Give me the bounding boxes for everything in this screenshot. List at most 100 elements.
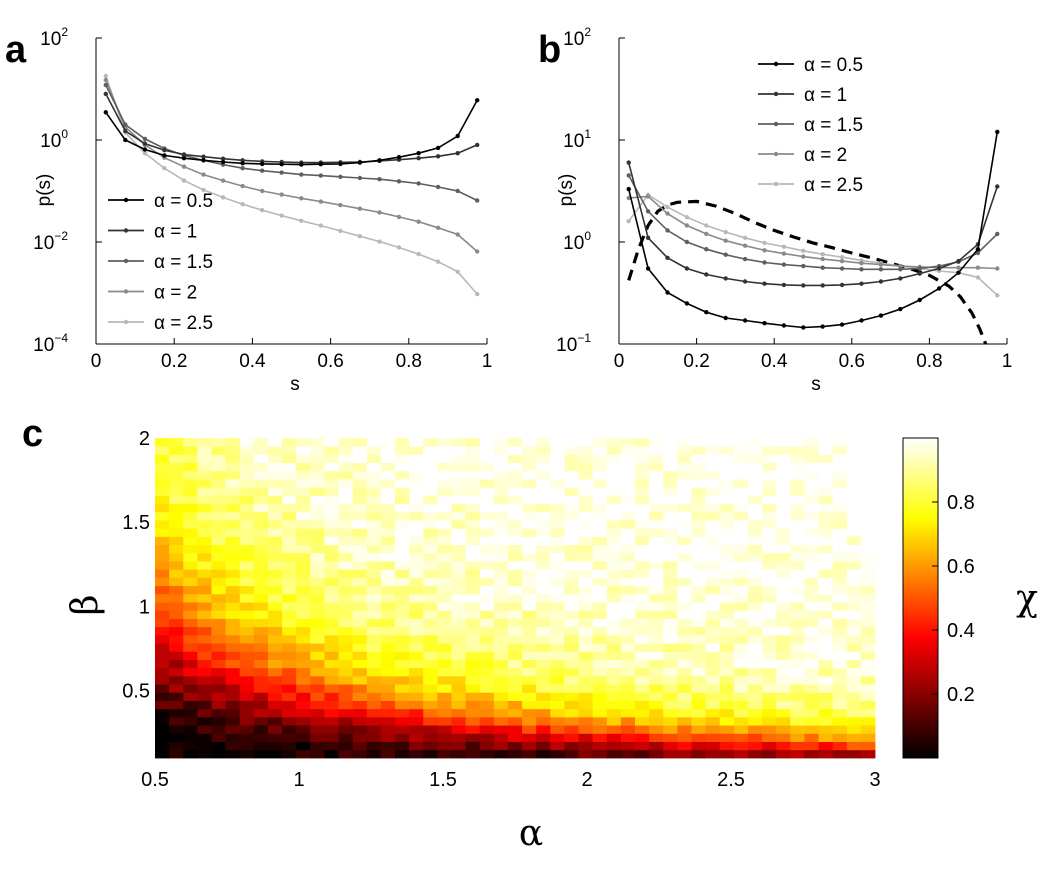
heatmap-cell [366, 520, 382, 529]
heatmap-cell [465, 503, 481, 513]
heatmap-cell [536, 675, 551, 685]
heatmap-cell [606, 446, 622, 455]
panel-b-data-point [762, 248, 767, 253]
panel-b-data-point [956, 258, 961, 264]
heatmap-cell [169, 749, 184, 759]
heatmap-cell [846, 708, 862, 718]
heatmap-cell [804, 667, 819, 677]
heatmap-cell [790, 692, 805, 701]
heatmap-cell [818, 561, 834, 570]
panel-b-series-1 [626, 129, 1000, 330]
heatmap-cell [239, 733, 255, 742]
heatmap-cell [352, 708, 368, 718]
heatmap-cell [437, 749, 452, 759]
panel-b-xlabel: s [811, 374, 821, 395]
heatmap-cell [592, 479, 608, 488]
heatmap-cell [790, 552, 805, 562]
heatmap-cell [818, 610, 834, 619]
heatmap-cell [282, 716, 297, 726]
panel-c-x-tick-label: 1 [293, 769, 304, 791]
heatmap-cell [832, 733, 848, 742]
heatmap-cell [155, 708, 170, 718]
panel-b-data-point [839, 258, 845, 264]
heatmap-cell [606, 700, 622, 710]
heatmap-cell [860, 552, 876, 562]
panel-b-data-point [781, 262, 787, 267]
heatmap-cell [776, 470, 791, 480]
heatmap-cell [451, 708, 466, 718]
heatmap-cell [564, 487, 579, 496]
heatmap-cell [267, 725, 283, 734]
heatmap-cell [451, 585, 466, 595]
heatmap-cell [762, 700, 777, 710]
heatmap-cell [225, 487, 241, 496]
heatmap-cell [832, 520, 848, 529]
heatmap-cell [409, 716, 424, 726]
heatmap-cell [225, 749, 241, 759]
heatmap-cell [719, 692, 735, 701]
heatmap-cell [338, 446, 354, 455]
heatmap-cell [310, 446, 325, 455]
heatmap-cell [635, 561, 650, 570]
heatmap-cell [762, 708, 777, 718]
heatmap-cell [465, 577, 481, 587]
heatmap-cell [380, 479, 396, 488]
heatmap-cell [564, 495, 579, 505]
heatmap-cell [677, 684, 692, 693]
heatmap-cell [239, 618, 255, 628]
heatmap-cell [310, 626, 325, 636]
heatmap-cell [366, 544, 382, 554]
heatmap-cell [705, 626, 721, 636]
heatmap-cell [663, 544, 678, 554]
heatmap-cell [211, 618, 226, 628]
heatmap-cell [409, 438, 424, 447]
heatmap-cell [635, 511, 650, 521]
heatmap-cell [507, 438, 523, 447]
heatmap-cell [550, 716, 565, 726]
heatmap-cell [267, 569, 283, 578]
colorbar-tick-label: 0.4 [947, 620, 975, 642]
heatmap-cell [296, 602, 311, 611]
heatmap-cell [423, 634, 438, 644]
heatmap-cell [832, 602, 848, 611]
heatmap-cell [423, 479, 438, 488]
heatmap-cell [451, 618, 466, 628]
heatmap-cell [522, 446, 537, 455]
heatmap-cell [564, 454, 579, 464]
heatmap-cell [860, 684, 876, 693]
panel-a-data-point [123, 137, 128, 143]
panel-b-y-tick-label: 100 [563, 229, 591, 254]
heatmap-cell [606, 716, 622, 726]
heatmap-cell [592, 749, 608, 759]
heatmap-cell [423, 470, 438, 480]
heatmap-cell [253, 495, 269, 505]
heatmap-cell [479, 708, 495, 718]
heatmap-cell [649, 511, 664, 521]
heatmap-cell [169, 544, 184, 554]
heatmap-cell [677, 749, 692, 759]
heatmap-cell [620, 733, 636, 742]
heatmap-cell [691, 487, 706, 496]
heatmap-cell [691, 725, 706, 734]
heatmap-cell [860, 618, 876, 628]
heatmap-cell [493, 651, 509, 660]
heatmap-cell [479, 593, 495, 603]
heatmap-cell [282, 503, 297, 513]
heatmap-cell [846, 659, 862, 669]
heatmap-cell [846, 700, 862, 710]
heatmap-cell [211, 741, 226, 751]
panel-b-data-point [684, 301, 690, 306]
heatmap-cell [380, 520, 396, 529]
heatmap-cell [846, 725, 862, 734]
heatmap-cell [719, 470, 735, 480]
heatmap-cell [324, 561, 339, 570]
heatmap-cell [733, 725, 749, 734]
heatmap-cell [564, 479, 579, 488]
heatmap-cell [832, 503, 848, 513]
heatmap-cell [211, 725, 226, 734]
heatmap-cell [465, 618, 481, 628]
panel-label-c: c [22, 413, 43, 455]
heatmap-cell [239, 454, 255, 464]
heatmap-cell [705, 479, 721, 488]
heatmap-cell [296, 733, 311, 742]
